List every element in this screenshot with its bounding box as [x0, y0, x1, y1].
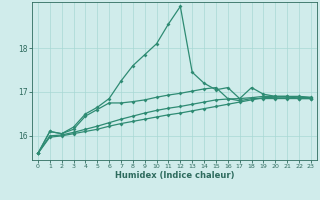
X-axis label: Humidex (Indice chaleur): Humidex (Indice chaleur) — [115, 171, 234, 180]
